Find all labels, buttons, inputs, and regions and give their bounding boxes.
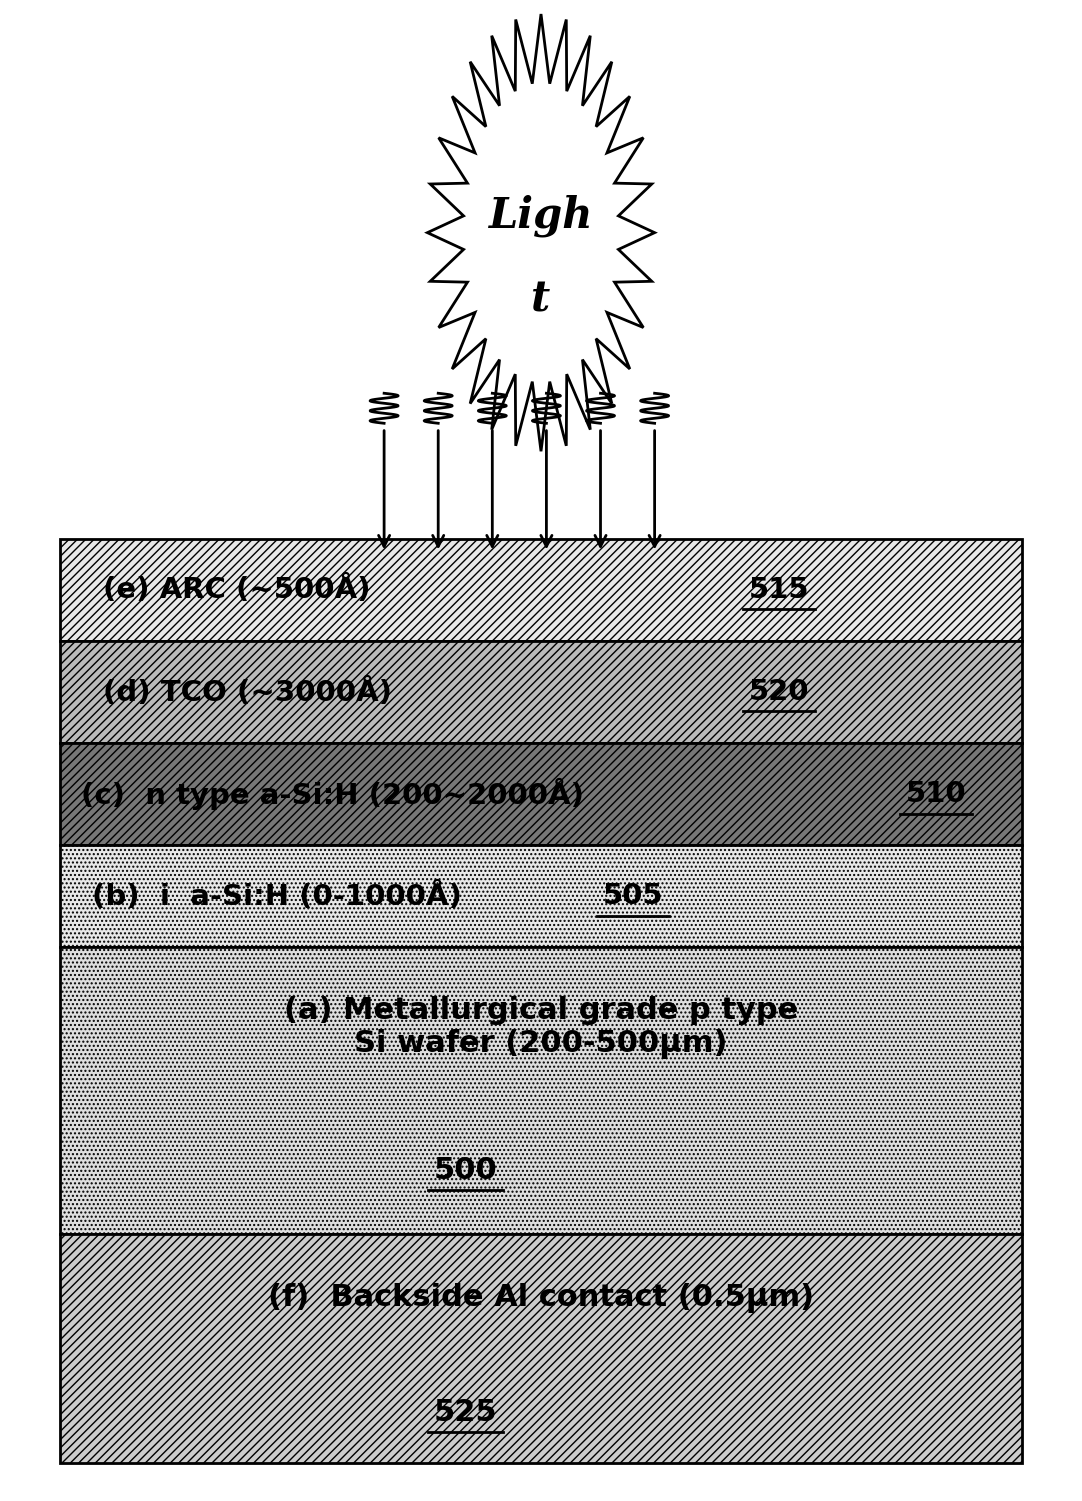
Text: 525: 525 [434, 1399, 497, 1427]
Text: (d) TCO (~3000Å): (d) TCO (~3000Å) [103, 677, 392, 707]
Text: 510: 510 [906, 781, 966, 808]
Text: (e) ARC (~500Å): (e) ARC (~500Å) [103, 575, 370, 605]
Text: Ligh: Ligh [489, 195, 593, 237]
Bar [60, 743, 1022, 845]
Text: 515: 515 [749, 576, 809, 603]
Text: 520: 520 [749, 678, 809, 705]
Bar [60, 947, 1022, 1234]
Bar [60, 641, 1022, 743]
Text: (a) Metallurgical grade p type
Si wafer (200-500μm): (a) Metallurgical grade p type Si wafer … [283, 995, 799, 1060]
Bar [60, 539, 1022, 641]
Text: 500: 500 [434, 1156, 497, 1186]
Text: (b)  i  a-Si:H (0-1000Å): (b) i a-Si:H (0-1000Å) [92, 881, 462, 911]
Text: (f)  Backside Al contact (0.5μm): (f) Backside Al contact (0.5μm) [268, 1283, 814, 1313]
Text: 505: 505 [603, 883, 663, 910]
Bar [60, 845, 1022, 947]
Bar [60, 1234, 1022, 1463]
Polygon shape [427, 14, 655, 452]
Text: t: t [531, 278, 551, 320]
Text: (c)  n type a-Si:H (200~2000Å): (c) n type a-Si:H (200~2000Å) [81, 778, 584, 811]
